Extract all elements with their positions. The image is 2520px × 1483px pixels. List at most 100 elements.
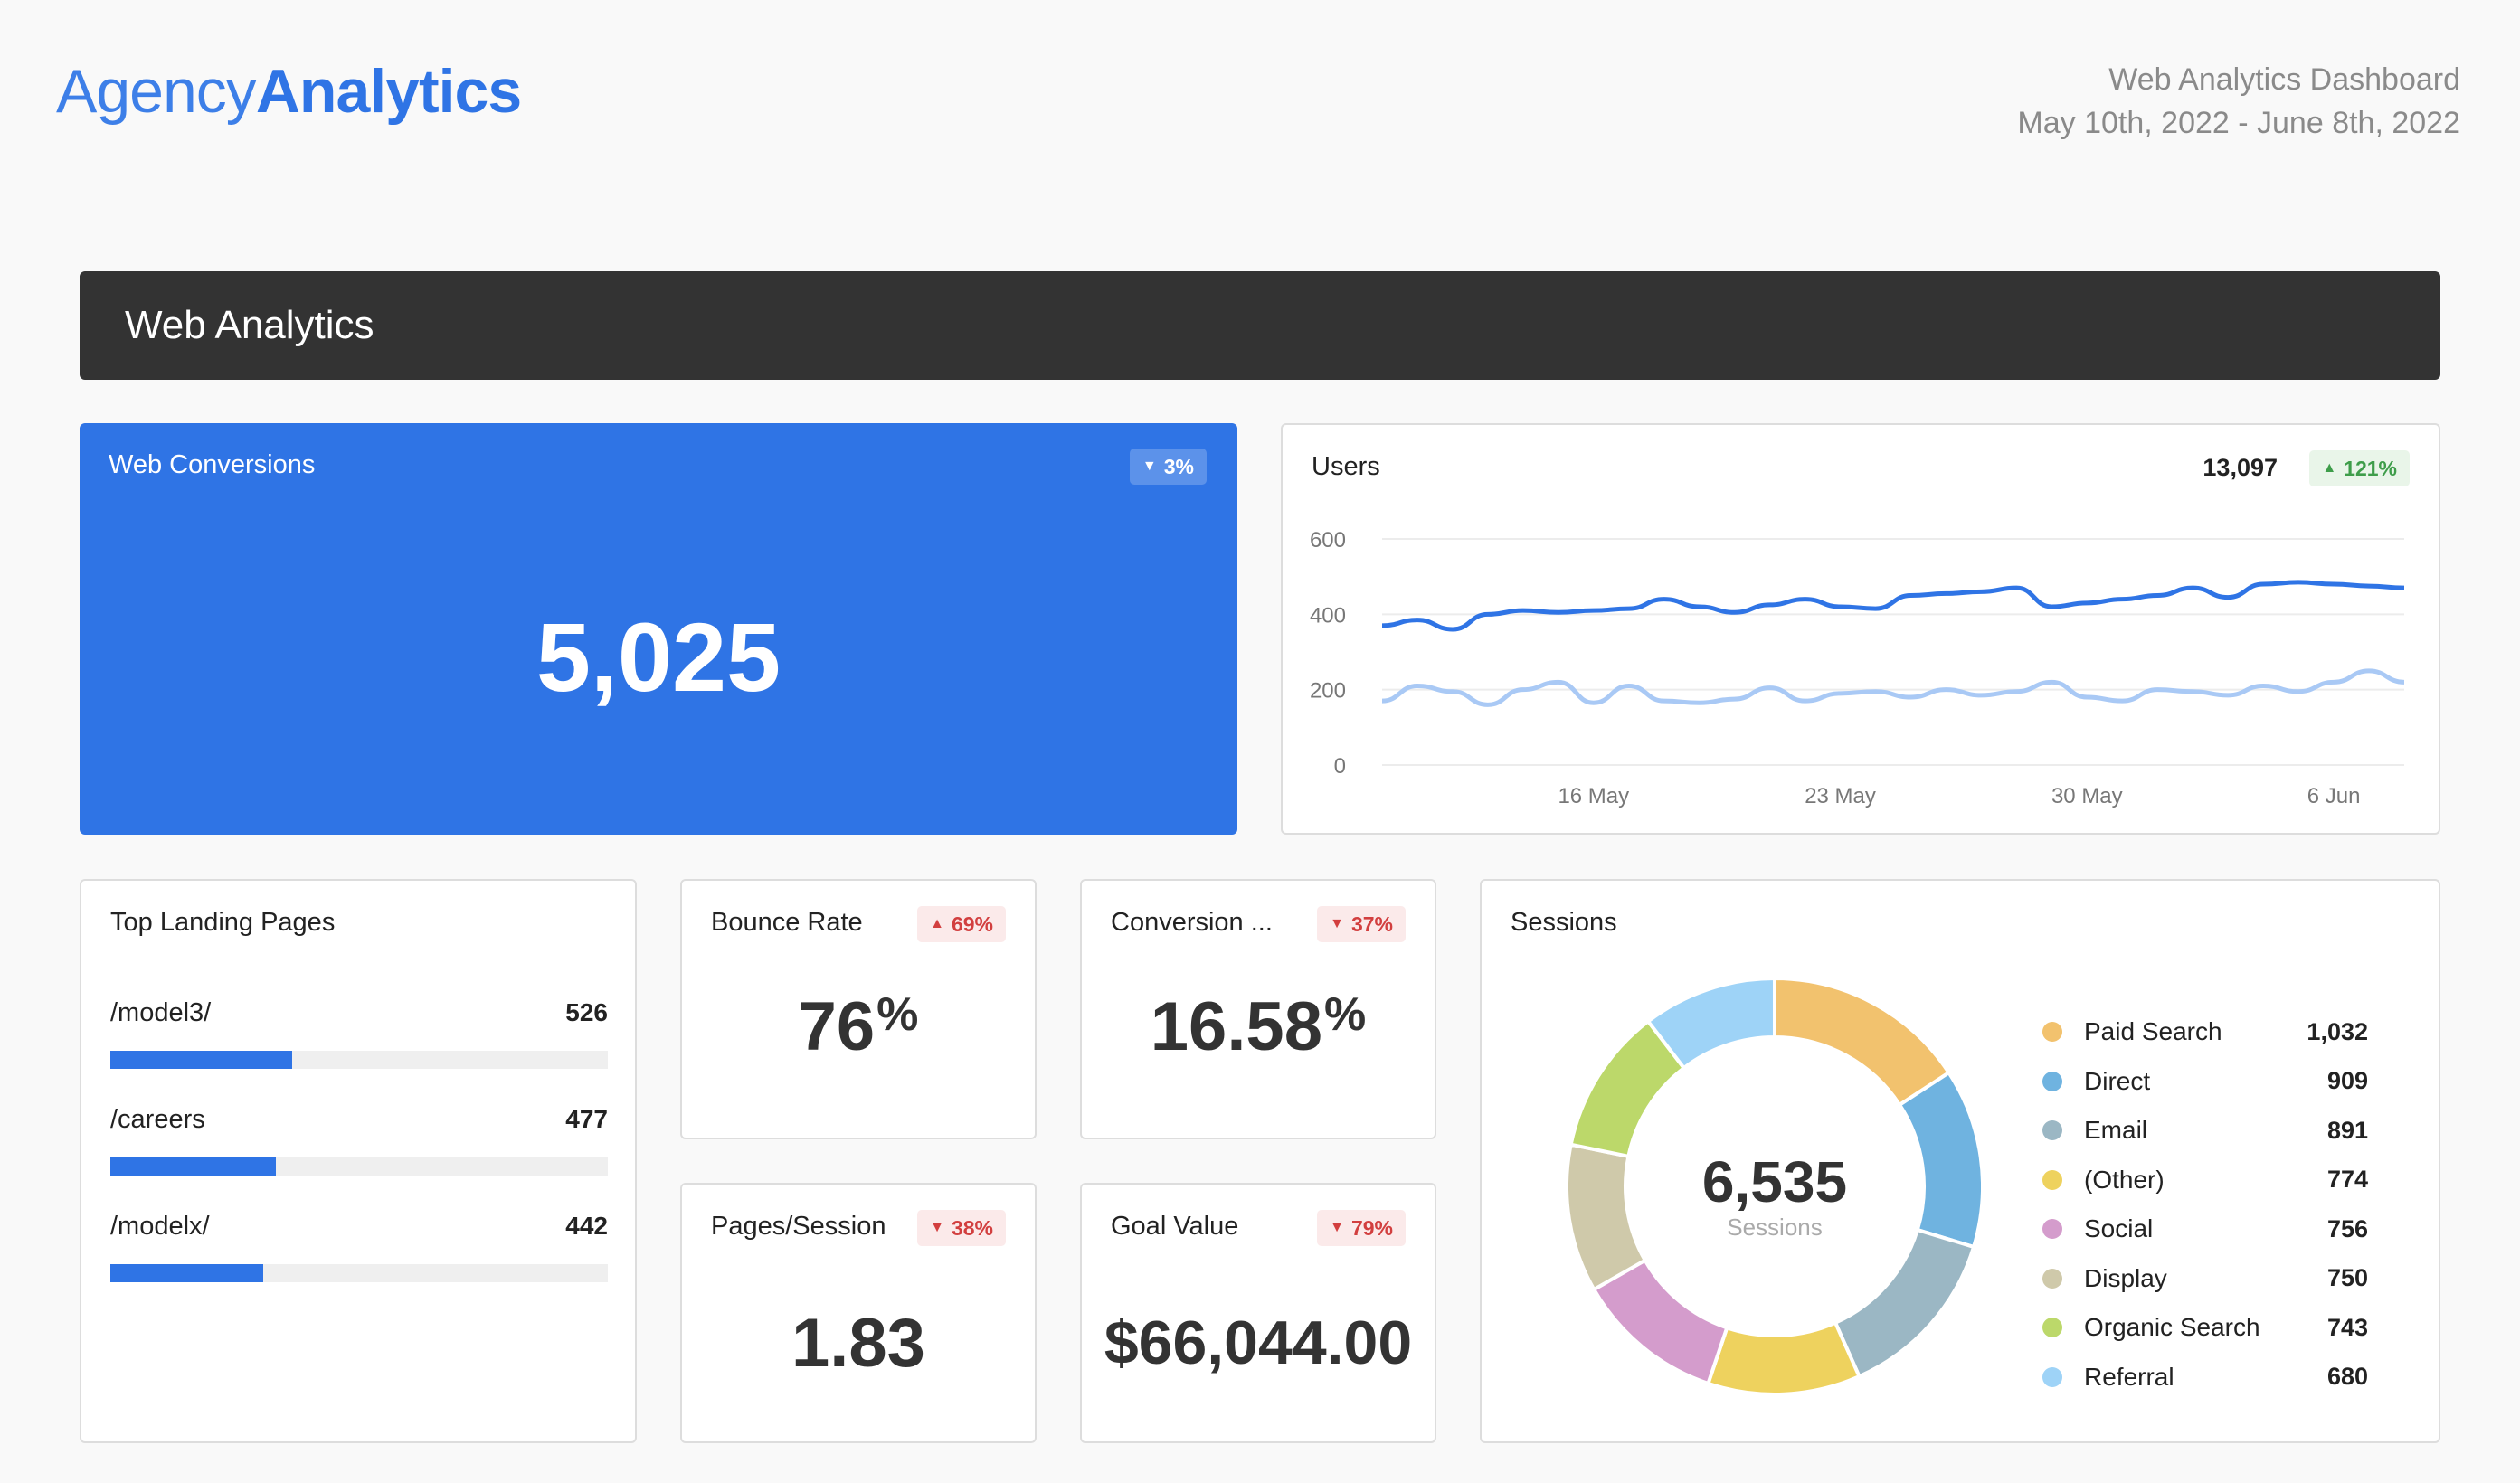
- logo-part1: Agency: [56, 57, 257, 126]
- landing-page-bar-track: [110, 1157, 608, 1176]
- donut-slice: [1833, 1227, 1976, 1379]
- legend-item[interactable]: Email 891: [2042, 1106, 2368, 1156]
- bounce-rate-change-badge: ▲ 69%: [917, 906, 1006, 942]
- legend-value: 909: [2326, 1067, 2368, 1095]
- sessions-donut[interactable]: 6,535 Sessions: [1568, 978, 1981, 1394]
- x-tick-label: 16 May: [1558, 784, 1629, 808]
- x-tick-label: 23 May: [1805, 784, 1876, 808]
- report-title: Web Analytics Dashboard: [2108, 62, 2460, 97]
- legend-dot: [2042, 1366, 2062, 1387]
- sessions-total-label: Sessions: [1727, 1214, 1823, 1241]
- y-tick-label: 400: [1310, 603, 1346, 628]
- legend-dot: [2042, 1268, 2062, 1289]
- web-conversions-value: 5,025: [535, 602, 782, 712]
- legend-label: Organic Search: [2084, 1313, 2260, 1342]
- goal-value-change: 79%: [1350, 1215, 1393, 1240]
- legend-item[interactable]: Paid Search 1,032: [2042, 1007, 2368, 1057]
- legend-dot: [2042, 1071, 2062, 1091]
- landing-page-label: /model3/: [110, 998, 212, 1027]
- sessions-title: Sessions: [1511, 908, 1617, 937]
- legend-item[interactable]: (Other) 774: [2042, 1156, 2368, 1205]
- goal-value-card[interactable]: Goal Value ▼ 79% $66,044.00: [1080, 1183, 1436, 1443]
- y-tick-label: 600: [1310, 528, 1346, 553]
- conversion-rate-unit: %: [1323, 988, 1367, 1041]
- legend-item[interactable]: Display 750: [2042, 1254, 2368, 1304]
- logo: AgencyAnalytics: [56, 56, 522, 127]
- landing-page-label: /modelx/: [110, 1212, 210, 1241]
- caret-up-icon: ▲: [2322, 460, 2337, 476]
- top-landing-pages-card[interactable]: Top Landing Pages /model3/ 526 /careers …: [80, 879, 637, 1443]
- legend-dot: [2042, 1169, 2062, 1190]
- report-header: Web Analytics Dashboard May 10th, 2022 -…: [2017, 58, 2460, 145]
- legend-item[interactable]: Referral 680: [2042, 1353, 2368, 1403]
- legend-dot: [2042, 1219, 2062, 1240]
- legend-item[interactable]: Social 756: [2042, 1204, 2368, 1254]
- legend-label: Direct: [2084, 1066, 2151, 1095]
- report-date-range: May 10th, 2022 - June 8th, 2022: [2017, 106, 2460, 140]
- conversion-rate-number: 16.58: [1150, 988, 1322, 1065]
- legend-label: (Other): [2084, 1165, 2165, 1194]
- caret-down-icon: ▼: [930, 1220, 944, 1235]
- landing-page-label: /careers: [110, 1105, 205, 1134]
- web-conversions-change-badge: ▼ 3%: [1129, 449, 1207, 485]
- conversion-rate-change: 37%: [1350, 912, 1393, 936]
- legend-dot: [2042, 1318, 2062, 1338]
- conversion-rate-card[interactable]: Conversion ... ▼ 37% 16.58%: [1080, 879, 1436, 1139]
- legend-value: 891: [2326, 1116, 2368, 1144]
- legend-label: Email: [2084, 1116, 2148, 1145]
- legend-item[interactable]: Organic Search 743: [2042, 1303, 2368, 1353]
- section-header: Web Analytics: [80, 271, 2440, 380]
- logo-part2: Analytics: [255, 57, 522, 126]
- users-change-badge: ▲ 121%: [2309, 450, 2410, 486]
- conversion-rate-title: Conversion ...: [1111, 908, 1273, 937]
- pages-per-session-title: Pages/Session: [711, 1212, 886, 1241]
- bounce-rate-card[interactable]: Bounce Rate ▲ 69% 76%: [680, 879, 1037, 1139]
- goal-value-value: $66,044.00: [1104, 1308, 1413, 1377]
- landing-page-value: 442: [565, 1212, 608, 1240]
- caret-down-icon: ▼: [1330, 1220, 1344, 1235]
- top-landing-pages-title: Top Landing Pages: [110, 908, 336, 937]
- pages-per-session-change: 38%: [951, 1215, 993, 1240]
- donut-slice: [1773, 978, 1952, 1108]
- landing-page-value: 526: [565, 998, 608, 1026]
- goal-value-change-badge: ▼ 79%: [1317, 1210, 1406, 1246]
- sessions-donut-chart[interactable]: [1568, 978, 1981, 1394]
- users-title: Users: [1312, 452, 1380, 481]
- legend-value: 743: [2326, 1313, 2368, 1341]
- legend-label: Display: [2084, 1263, 2167, 1292]
- sessions-card[interactable]: Sessions 6,535 Sessions Paid Search 1,032…: [1480, 879, 2440, 1443]
- landing-page-bar-track: [110, 1264, 608, 1282]
- users-total: 13,097: [2203, 454, 2278, 481]
- bounce-rate-change: 69%: [951, 912, 993, 936]
- bounce-rate-title: Bounce Rate: [711, 908, 863, 937]
- y-tick-label: 200: [1310, 679, 1346, 704]
- legend-value: 1,032: [2307, 1017, 2368, 1045]
- legend-dot: [2042, 1022, 2062, 1043]
- goal-value-title: Goal Value: [1111, 1212, 1239, 1241]
- pages-per-session-card[interactable]: Pages/Session ▼ 38% 1.83: [680, 1183, 1037, 1443]
- donut-slice: [1705, 1320, 1862, 1394]
- users-card[interactable]: Users 13,097 ▲ 121% 0 200 400 600 16 May 23 M…: [1281, 423, 2440, 835]
- sessions-legend: Paid Search 1,032 Direct 909 Email 891 (Oth…: [2042, 1007, 2368, 1402]
- legend-value: 680: [2326, 1363, 2368, 1391]
- section-title: Web Analytics: [125, 303, 374, 347]
- legend-value: 750: [2326, 1264, 2368, 1292]
- bounce-rate-value: 76%: [682, 987, 1035, 1066]
- legend-label: Paid Search: [2084, 1017, 2222, 1046]
- pages-per-session-value: 1.83: [791, 1305, 925, 1382]
- legend-label: Social: [2084, 1214, 2154, 1243]
- y-tick-label: 0: [1334, 754, 1346, 779]
- web-conversions-card[interactable]: Web Conversions ▼ 3% 5,025: [80, 423, 1237, 835]
- legend-item[interactable]: Direct 909: [2042, 1057, 2368, 1107]
- x-tick-label: 6 Jun: [2307, 784, 2361, 808]
- users-line-chart[interactable]: 0 200 400 600 16 May 23 May 30 May 6 Jun: [1283, 425, 2442, 836]
- landing-page-bar-fill: [110, 1157, 276, 1176]
- landing-page-bar-fill: [110, 1051, 293, 1069]
- bounce-rate-number: 76: [798, 988, 876, 1065]
- caret-down-icon: ▼: [1330, 916, 1344, 931]
- legend-label: Referral: [2084, 1362, 2174, 1391]
- caret-down-icon: ▼: [1142, 458, 1157, 474]
- caret-up-icon: ▲: [930, 916, 944, 931]
- bounce-rate-unit: %: [876, 988, 919, 1041]
- x-tick-label: 30 May: [2051, 784, 2123, 808]
